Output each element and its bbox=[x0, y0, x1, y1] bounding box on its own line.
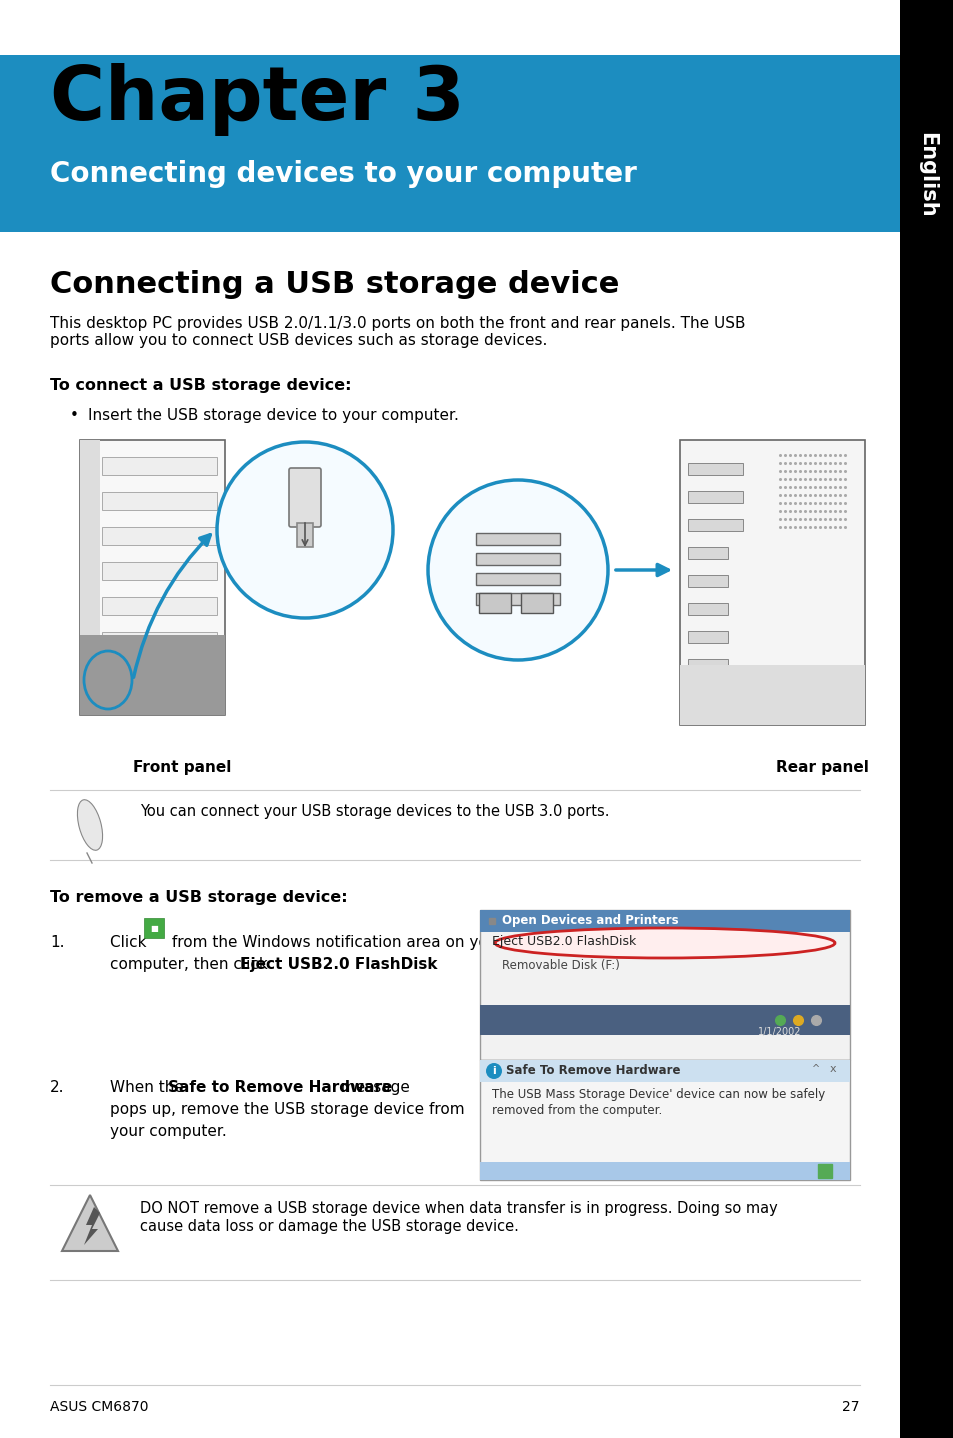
Text: Front panel: Front panel bbox=[132, 761, 231, 775]
Text: 1.: 1. bbox=[50, 935, 65, 951]
Text: x: x bbox=[829, 1064, 836, 1074]
Bar bbox=[479, 910, 849, 1060]
Bar bbox=[476, 572, 559, 585]
Text: your computer.: your computer. bbox=[110, 1125, 227, 1139]
Text: .: . bbox=[395, 958, 399, 972]
Bar bbox=[102, 631, 216, 650]
Text: Eject USB2.0 FlashDisk: Eject USB2.0 FlashDisk bbox=[240, 958, 437, 972]
Bar bbox=[679, 664, 864, 725]
Text: The USB Mass Storage Device' device can now be safely: The USB Mass Storage Device' device can … bbox=[492, 1089, 824, 1102]
Bar bbox=[476, 554, 559, 565]
Bar bbox=[102, 597, 216, 615]
Bar bbox=[687, 603, 727, 615]
FancyBboxPatch shape bbox=[478, 592, 511, 613]
Bar bbox=[102, 457, 216, 475]
Text: 1/1/2002: 1/1/2002 bbox=[758, 1027, 801, 1037]
Text: Open Devices and Printers: Open Devices and Printers bbox=[501, 915, 678, 928]
Text: You can connect your USB storage devices to the USB 3.0 ports.: You can connect your USB storage devices… bbox=[140, 804, 609, 820]
Bar bbox=[479, 910, 849, 932]
Bar bbox=[80, 636, 225, 715]
Text: Removable Disk (F:): Removable Disk (F:) bbox=[501, 959, 619, 972]
Text: from the Windows notification area on your: from the Windows notification area on yo… bbox=[167, 935, 503, 951]
Text: Rear panel: Rear panel bbox=[775, 761, 867, 775]
Bar bbox=[687, 519, 742, 531]
Polygon shape bbox=[84, 1206, 100, 1245]
Text: Connecting a USB storage device: Connecting a USB storage device bbox=[50, 270, 618, 299]
Text: 2.: 2. bbox=[50, 1080, 65, 1094]
FancyBboxPatch shape bbox=[520, 592, 553, 613]
Bar bbox=[476, 592, 559, 605]
Bar bbox=[102, 492, 216, 510]
Bar bbox=[899, 0, 953, 1438]
Bar bbox=[479, 1005, 849, 1035]
Text: Click: Click bbox=[110, 935, 152, 951]
Bar bbox=[102, 526, 216, 545]
Bar bbox=[687, 546, 727, 559]
Text: Insert the USB storage device to your computer.: Insert the USB storage device to your co… bbox=[88, 408, 458, 423]
Bar bbox=[476, 533, 559, 545]
Text: pops up, remove the USB storage device from: pops up, remove the USB storage device f… bbox=[110, 1102, 464, 1117]
Bar bbox=[687, 490, 742, 503]
Bar bbox=[80, 440, 100, 715]
Text: Connecting devices to your computer: Connecting devices to your computer bbox=[50, 160, 637, 188]
Ellipse shape bbox=[77, 800, 103, 850]
Ellipse shape bbox=[495, 928, 834, 958]
Circle shape bbox=[428, 480, 607, 660]
Bar bbox=[687, 631, 727, 643]
Bar bbox=[687, 463, 742, 475]
Text: To connect a USB storage device:: To connect a USB storage device: bbox=[50, 378, 351, 393]
Text: ports allow you to connect USB devices such as storage devices.: ports allow you to connect USB devices s… bbox=[50, 334, 547, 348]
Text: message: message bbox=[335, 1080, 410, 1094]
Bar bbox=[687, 575, 727, 587]
Polygon shape bbox=[62, 1195, 118, 1251]
FancyBboxPatch shape bbox=[679, 440, 864, 725]
Text: DO NOT remove a USB storage device when data transfer is in progress. Doing so m: DO NOT remove a USB storage device when … bbox=[140, 1201, 777, 1217]
Bar bbox=[479, 1060, 849, 1181]
FancyBboxPatch shape bbox=[80, 440, 225, 715]
Bar bbox=[479, 1060, 849, 1081]
Text: cause data loss or damage the USB storage device.: cause data loss or damage the USB storag… bbox=[140, 1219, 518, 1234]
Bar bbox=[687, 659, 727, 672]
Text: Safe To Remove Hardware: Safe To Remove Hardware bbox=[505, 1064, 679, 1077]
Text: ASUS CM6870: ASUS CM6870 bbox=[50, 1401, 149, 1414]
Circle shape bbox=[485, 1063, 501, 1078]
Text: English: English bbox=[916, 132, 936, 217]
FancyBboxPatch shape bbox=[144, 917, 164, 938]
Text: When the: When the bbox=[110, 1080, 189, 1094]
Text: i: i bbox=[492, 1066, 496, 1076]
Bar bbox=[102, 562, 216, 580]
Text: •: • bbox=[70, 408, 79, 423]
Bar bbox=[296, 523, 313, 546]
Text: Safe to Remove Hardware: Safe to Remove Hardware bbox=[168, 1080, 392, 1094]
Text: This desktop PC provides USB 2.0/1.1/3.0 ports on both the front and rear panels: This desktop PC provides USB 2.0/1.1/3.0… bbox=[50, 316, 744, 331]
Text: ^: ^ bbox=[811, 1064, 820, 1074]
Bar bbox=[479, 1162, 849, 1181]
Text: Eject USB2.0 FlashDisk: Eject USB2.0 FlashDisk bbox=[492, 935, 636, 948]
Text: 27: 27 bbox=[841, 1401, 859, 1414]
Text: Chapter 3: Chapter 3 bbox=[50, 63, 464, 137]
Text: computer, then click: computer, then click bbox=[110, 958, 273, 972]
Text: ■: ■ bbox=[150, 923, 158, 932]
Bar bbox=[0, 55, 899, 232]
Text: To remove a USB storage device:: To remove a USB storage device: bbox=[50, 890, 347, 905]
FancyBboxPatch shape bbox=[289, 467, 320, 526]
Text: removed from the computer.: removed from the computer. bbox=[492, 1104, 661, 1117]
Circle shape bbox=[216, 441, 393, 618]
